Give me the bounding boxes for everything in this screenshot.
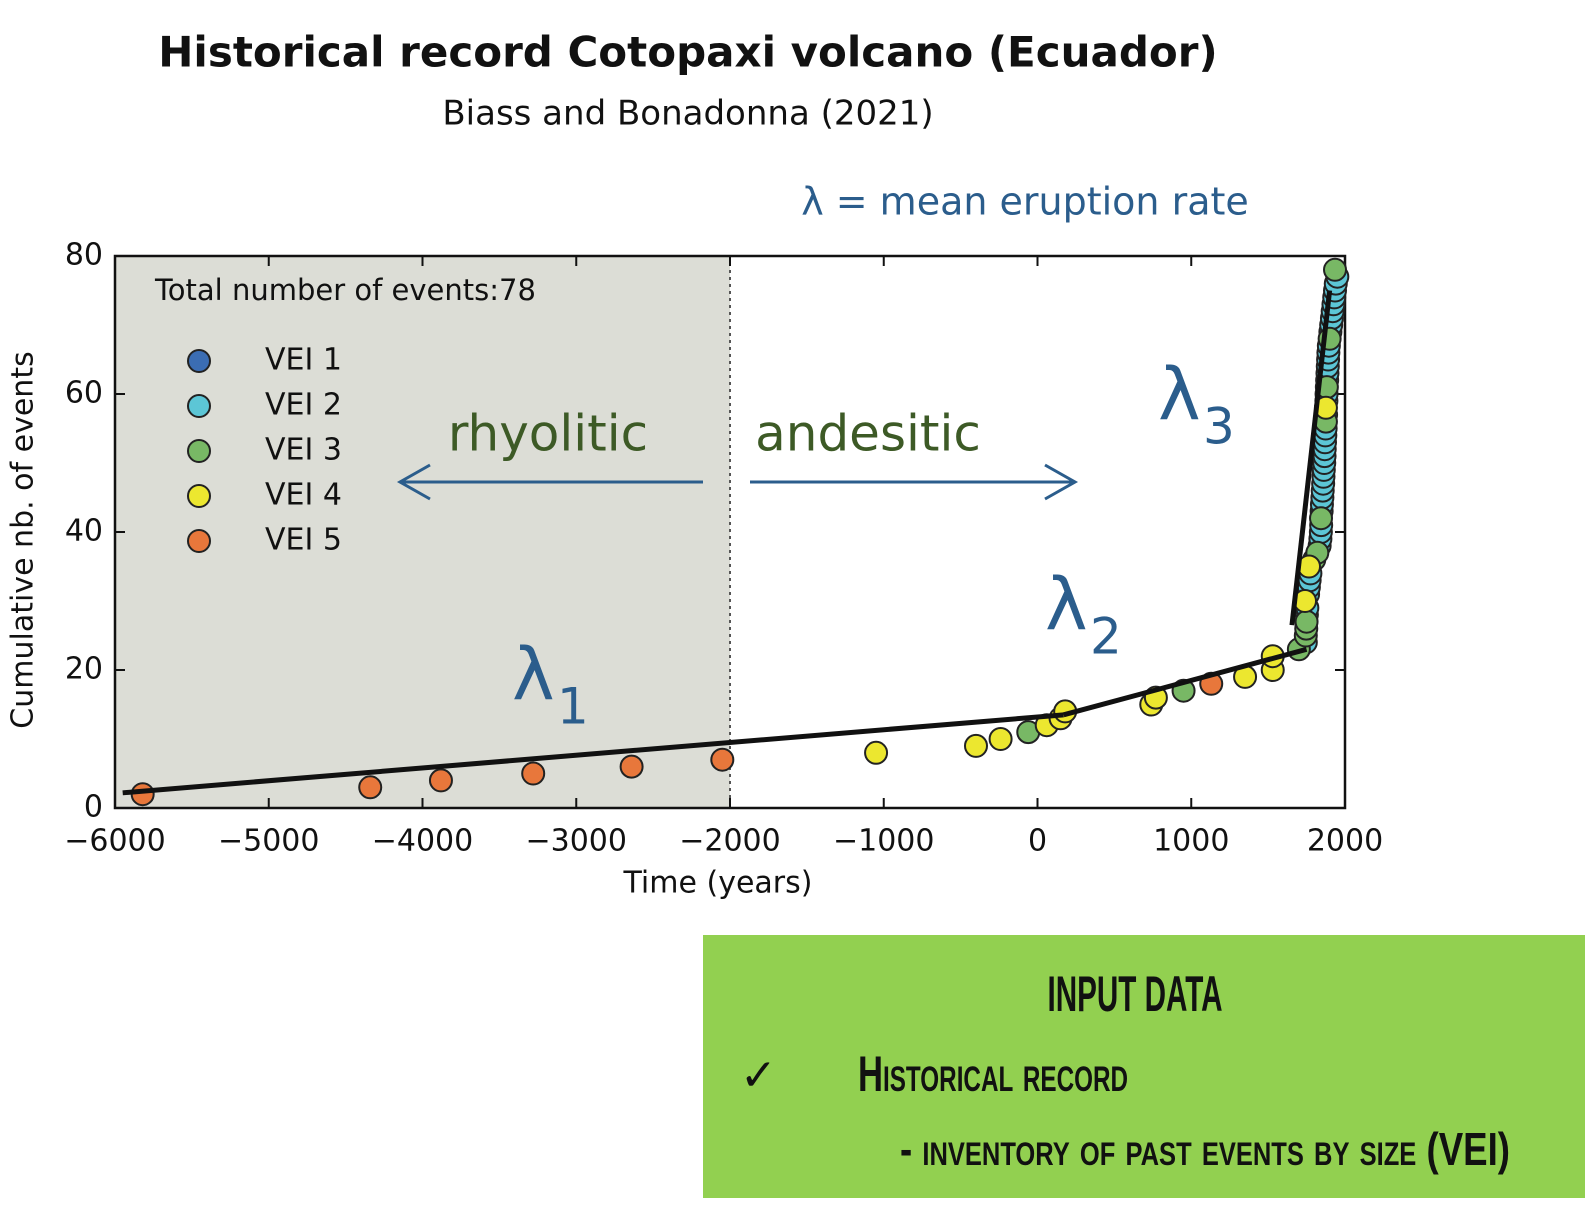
x-axis-label: Time (years) (623, 866, 813, 901)
point (864, 740, 889, 765)
point (428, 768, 453, 793)
trend-line (1289, 290, 1333, 626)
legend-marker (187, 439, 211, 463)
legend-label: VEI 1 (265, 343, 342, 378)
y-tick-label: 20 (65, 652, 103, 687)
point (1323, 257, 1348, 282)
point (988, 727, 1013, 751)
left-label: rhyolitic (448, 405, 648, 463)
box-item: Historical record (858, 1046, 1128, 1102)
y-tick-label: 60 (65, 376, 103, 411)
title: Historical record Cotopaxi volcano (Ecua… (158, 28, 1217, 77)
right-label: andesitic (755, 405, 981, 463)
trend-line (1062, 646, 1308, 718)
y-tick-label: 80 (65, 238, 103, 273)
point (710, 747, 735, 772)
arrows (396, 463, 1079, 501)
box-subitem: - inventory of past events by size (VEI) (900, 1123, 1510, 1175)
check-icon: ✓ (740, 1050, 777, 1101)
x-tick-label: −1000 (833, 824, 934, 859)
x-tick-label: 2000 (1307, 824, 1383, 859)
legend-label: VEI 2 (265, 388, 342, 423)
x-tick-label: −4000 (372, 824, 473, 859)
legend-label: VEI 5 (265, 523, 342, 558)
x-tick-label: 0 (1028, 824, 1047, 859)
legend-title: Total number of events:78 (154, 273, 536, 307)
subtitle: Biass and Bonadonna (2021) (442, 94, 933, 134)
x-tick-label: −6000 (64, 824, 165, 859)
plot: −6000 −5000 −4000 −3000 −2000 −1000 0 1000 2000 0… (6, 238, 1384, 901)
rate-subscript: 2 (1090, 608, 1122, 666)
y-tick-label: 0 (84, 790, 103, 825)
y-axis-label: Cumulative nb. of events (6, 351, 41, 728)
point (964, 733, 988, 758)
point (521, 761, 546, 786)
rate-symbol: λ (1045, 563, 1088, 647)
point (619, 754, 644, 779)
y-tick-label: 40 (65, 514, 103, 549)
rate-note: λ = mean eruption rate (801, 180, 1249, 224)
legend-label: VEI 4 (265, 478, 342, 513)
rate-symbol: λ (1158, 353, 1201, 437)
shaded-region (115, 256, 730, 808)
box-title: INPUT DATA (1048, 966, 1223, 1022)
rate-subscript: 1 (557, 678, 589, 736)
point (1294, 609, 1319, 634)
rate-symbol: λ (512, 633, 555, 717)
rate-subscript: 3 (1203, 398, 1235, 456)
legend-marker (187, 349, 211, 373)
legend-marker (187, 529, 211, 553)
x-tick-label: −5000 (218, 824, 319, 859)
x-tick-label: −3000 (526, 824, 627, 859)
trend-line (122, 712, 1064, 796)
legend-marker (187, 394, 211, 418)
arrow-head (396, 463, 431, 501)
arrow-head (1044, 463, 1079, 501)
point (1309, 506, 1334, 531)
x-tick-label: 1000 (1153, 824, 1229, 859)
legend-label: VEI 3 (265, 433, 342, 468)
input-box (703, 935, 1585, 1198)
x-tick-label: −2000 (679, 824, 780, 859)
point (358, 775, 383, 800)
legend-marker (187, 484, 211, 508)
